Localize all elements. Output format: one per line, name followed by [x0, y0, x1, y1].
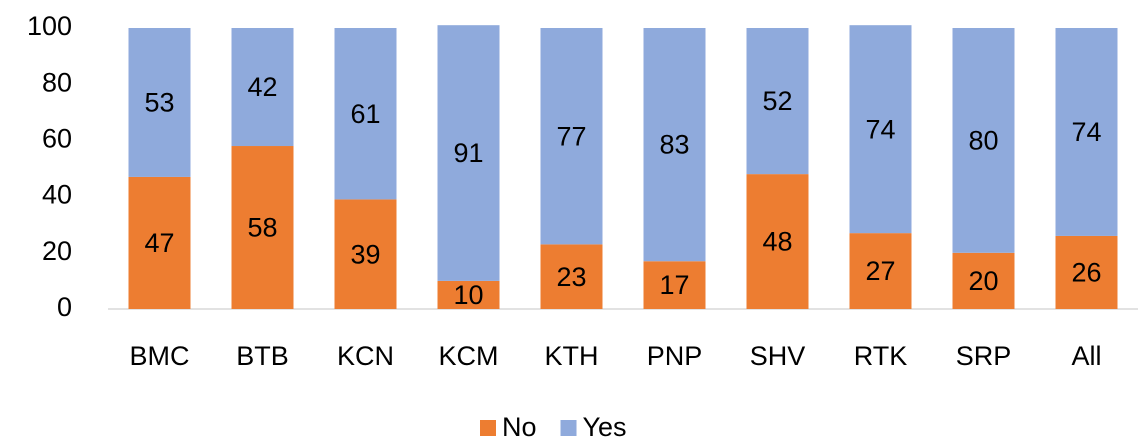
- legend-label: No: [502, 412, 537, 442]
- x-tick-label: KCN: [337, 341, 394, 371]
- data-label: 77: [556, 121, 586, 151]
- data-label: 53: [144, 88, 174, 118]
- data-label: 39: [350, 239, 380, 269]
- bar-segment: [128, 28, 191, 177]
- data-label: 48: [762, 227, 792, 257]
- data-label: 10: [453, 280, 483, 310]
- data-label: 42: [247, 72, 277, 102]
- bar-segment: [128, 176, 191, 309]
- x-tick-label: KTH: [545, 341, 599, 371]
- data-label: 27: [865, 256, 895, 286]
- legend-label: Yes: [583, 412, 627, 442]
- bar-segment: [643, 261, 706, 309]
- data-label: 74: [1071, 117, 1101, 147]
- data-label: 17: [659, 270, 689, 300]
- bar-segment: [952, 252, 1015, 309]
- y-tick-label: 40: [42, 180, 72, 210]
- bar-segment: [849, 233, 912, 309]
- y-tick-label: 20: [42, 236, 72, 266]
- data-label: 26: [1071, 258, 1101, 288]
- bar-segment: [1055, 28, 1118, 236]
- data-label: 58: [247, 213, 277, 243]
- x-tick-label: SHV: [750, 341, 806, 371]
- bar-segment: [952, 28, 1015, 253]
- y-tick-label: 100: [27, 11, 72, 41]
- bar-segment: [334, 199, 397, 309]
- bar-segment: [437, 25, 500, 281]
- bar-segment: [849, 25, 912, 234]
- legend-swatch: [480, 420, 496, 436]
- legend-swatch: [560, 420, 577, 436]
- y-tick-label: 0: [57, 292, 72, 322]
- data-label: 47: [144, 228, 174, 258]
- bar-segment: [334, 28, 397, 200]
- data-label: 61: [350, 99, 380, 129]
- x-tick-label: All: [1071, 341, 1101, 371]
- bar-segment: [1055, 235, 1118, 309]
- bar-segment: [540, 244, 603, 309]
- bar-segment: [643, 28, 706, 262]
- bar-segment: [746, 28, 809, 175]
- x-tick-label: SRP: [956, 341, 1012, 371]
- x-tick-label: PNP: [647, 341, 703, 371]
- bar-segment: [231, 146, 294, 309]
- bar-segment: [540, 28, 603, 245]
- x-tick-label: BMC: [130, 341, 190, 371]
- bar-segment: [231, 28, 294, 147]
- bar-segment: [437, 280, 500, 309]
- data-label: 80: [968, 126, 998, 156]
- x-tick-label: RTK: [854, 341, 908, 371]
- data-label: 83: [659, 130, 689, 160]
- y-tick-label: 60: [42, 124, 72, 154]
- x-tick-label: BTB: [236, 341, 289, 371]
- x-tick-label: KCM: [439, 341, 499, 371]
- data-label: 52: [762, 86, 792, 116]
- data-label: 91: [453, 138, 483, 168]
- data-label: 20: [968, 266, 998, 296]
- data-label: 23: [556, 262, 586, 292]
- data-label: 74: [865, 114, 895, 144]
- bar-segment: [746, 174, 809, 309]
- y-tick-label: 80: [42, 67, 72, 97]
